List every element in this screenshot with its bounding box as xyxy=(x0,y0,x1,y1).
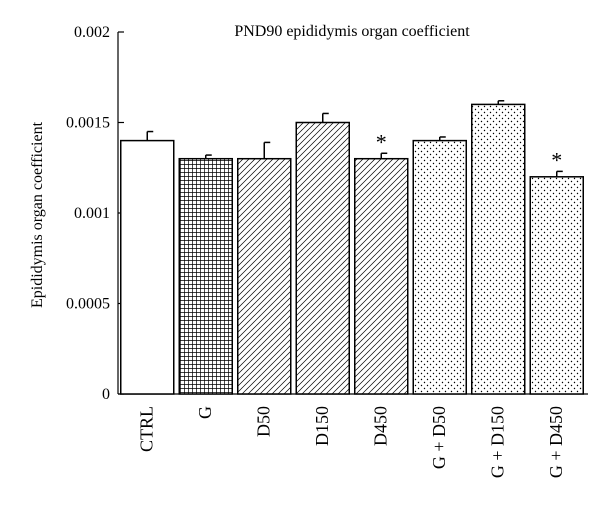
y-tick-label: 0.0015 xyxy=(66,115,110,132)
error-bars xyxy=(146,100,563,177)
bars xyxy=(120,103,584,395)
bar xyxy=(237,157,292,395)
x-tick-label: D50 xyxy=(253,406,273,437)
error-bar xyxy=(380,152,388,159)
x-tick-label: G + D450 xyxy=(546,406,566,478)
chart-title: PND90 epididymis organ coefficient xyxy=(234,23,470,40)
y-tick-label: 0.001 xyxy=(74,205,110,222)
bar xyxy=(412,139,467,395)
error-bar xyxy=(497,100,505,105)
error-bar xyxy=(322,112,329,123)
x-tick-label: D450 xyxy=(370,406,390,446)
y-tick-label: 0 xyxy=(102,386,110,403)
bar xyxy=(295,121,350,395)
bar xyxy=(120,139,175,395)
y-axis-label: Epididymis organ coefficient xyxy=(29,121,46,308)
x-tick-labels: CTRL G D50 D150 D450 G + D50 G + D150 G + D450 xyxy=(136,406,566,478)
bar xyxy=(178,157,233,395)
x-tick-label: G xyxy=(195,406,215,419)
error-bar xyxy=(205,154,212,159)
x-tick-label: CTRL xyxy=(136,406,156,452)
y-ticks: 0 0.0005 0.001 0.0015 0.002 xyxy=(66,24,124,403)
error-bar xyxy=(556,170,563,177)
error-bar xyxy=(439,136,446,141)
x-tick-label: G + D150 xyxy=(487,406,507,478)
bar xyxy=(529,176,584,395)
bar xyxy=(354,157,409,395)
significance-marks: ** xyxy=(376,129,563,172)
x-tick-label: G + D50 xyxy=(429,406,449,469)
y-tick-label: 0.0005 xyxy=(66,296,110,313)
significance-asterisk: * xyxy=(551,147,562,172)
bar xyxy=(471,103,526,395)
error-bar xyxy=(263,141,271,159)
error-bar xyxy=(146,130,154,141)
x-tick-label: D150 xyxy=(312,406,332,446)
significance-asterisk: * xyxy=(376,129,387,154)
y-tick-label: 0.002 xyxy=(74,24,110,41)
